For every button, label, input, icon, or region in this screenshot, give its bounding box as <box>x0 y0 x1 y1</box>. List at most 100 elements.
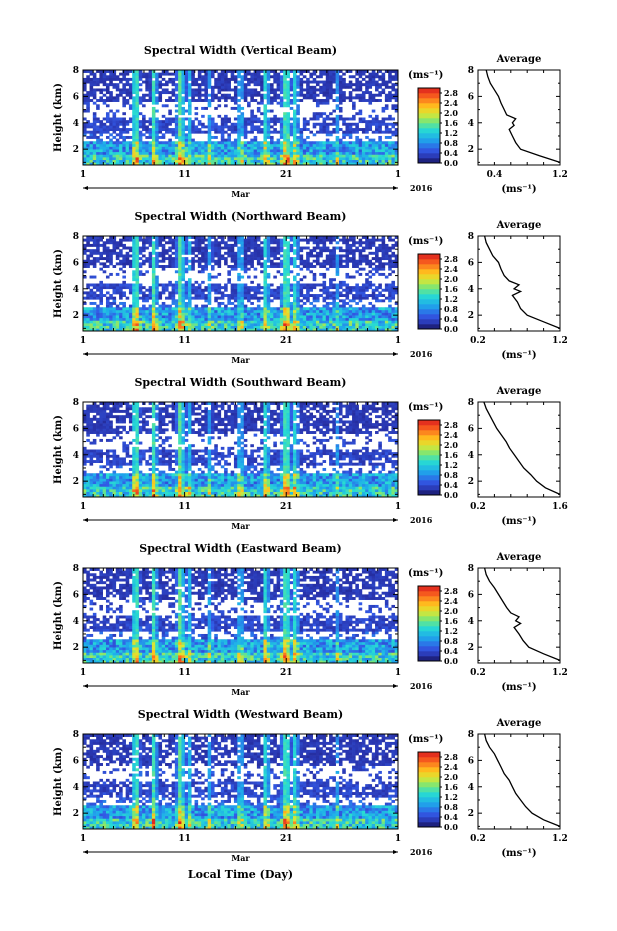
heatmap-cell <box>207 317 212 321</box>
heatmap-cell <box>86 309 90 313</box>
heatmap-cell <box>247 259 251 263</box>
heatmap-cell <box>224 149 228 153</box>
heatmap-cell <box>115 283 120 287</box>
heatmap-cell <box>105 307 110 311</box>
heatmap-cell <box>102 159 107 163</box>
heatmap-cell <box>263 85 268 89</box>
heatmap-cell <box>329 77 333 81</box>
heatmap-cell <box>338 109 343 113</box>
heatmap-cell <box>296 283 300 287</box>
heatmap-cell <box>135 257 140 261</box>
heatmap-cell <box>286 70 291 73</box>
heatmap-cell <box>355 301 359 305</box>
heatmap-cell <box>276 243 281 247</box>
heatmap-cell <box>158 243 163 247</box>
heatmap-cell <box>352 265 356 268</box>
heatmap-cell <box>270 159 274 163</box>
heatmap-cell <box>283 309 287 313</box>
y-tick-label: 4 <box>73 119 79 129</box>
heatmap-cell <box>279 120 284 124</box>
heatmap-cell <box>371 77 376 81</box>
heatmap-cell <box>220 75 225 79</box>
heatmap-cell <box>279 80 284 84</box>
heatmap-cell <box>220 159 225 163</box>
heatmap-cell <box>342 77 346 81</box>
heatmap-cell <box>224 325 228 329</box>
heatmap-cell <box>293 93 297 97</box>
heatmap-cell <box>322 317 327 321</box>
heatmap-cell <box>247 241 251 245</box>
heatmap-cell <box>302 154 307 158</box>
heatmap-cell <box>345 96 350 100</box>
heatmap-cell <box>155 128 159 131</box>
heatmap-cell <box>217 159 222 163</box>
heatmap-cell <box>260 85 264 89</box>
heatmap-cell <box>296 80 300 84</box>
heatmap-cell <box>83 265 87 268</box>
heatmap-cell <box>227 138 231 142</box>
heatmap-cell <box>342 288 346 292</box>
heatmap-cell <box>86 265 90 268</box>
heatmap-cell <box>348 312 353 316</box>
heatmap-cell <box>227 238 231 242</box>
heatmap-cell <box>168 99 172 102</box>
average-x-label: (ms⁻¹) <box>501 184 536 195</box>
heatmap-cell <box>299 130 304 134</box>
heatmap-cell <box>217 99 222 102</box>
heatmap-cell <box>355 93 359 97</box>
colorbar-tick-label: 1.6 <box>444 118 458 128</box>
heatmap-cell <box>89 243 94 247</box>
heatmap-cell <box>368 141 373 145</box>
heatmap-cell <box>302 309 307 313</box>
heatmap-cell <box>194 159 199 163</box>
heatmap-cell <box>181 138 186 142</box>
heatmap-cell <box>102 75 107 79</box>
heatmap-cell <box>279 122 284 126</box>
heatmap-cell <box>188 128 192 131</box>
heatmap-cell <box>322 296 327 300</box>
heatmap-cell <box>109 128 113 131</box>
heatmap-cell <box>329 149 333 153</box>
heatmap-cell <box>191 312 195 316</box>
heatmap-cell <box>247 325 251 329</box>
heatmap-cell <box>329 80 333 84</box>
heatmap-cell <box>329 130 333 134</box>
heatmap-cell <box>197 85 202 89</box>
heatmap-cell <box>361 154 366 158</box>
heatmap-cell <box>329 159 333 163</box>
heatmap-cell <box>227 296 231 300</box>
heatmap-cell <box>338 101 343 105</box>
heatmap-cell <box>256 149 261 153</box>
heatmap-cell <box>161 159 166 163</box>
heatmap-cell <box>309 130 313 134</box>
heatmap-cell <box>151 122 156 126</box>
heatmap-cell <box>125 77 130 81</box>
heatmap-cell <box>247 320 251 324</box>
heatmap-cell <box>293 265 297 268</box>
heatmap-cell <box>361 267 366 271</box>
heatmap-cell <box>158 135 163 139</box>
heatmap-cell <box>178 159 182 163</box>
heatmap-cell <box>145 241 149 245</box>
heatmap-cell <box>165 117 169 121</box>
heatmap-cell <box>201 122 205 126</box>
heatmap-cell <box>105 312 110 316</box>
heatmap-cell <box>83 309 87 313</box>
heatmap-cell <box>197 130 202 134</box>
heatmap-cell <box>247 262 251 266</box>
heatmap-cell <box>109 159 113 163</box>
heatmap-cell <box>296 70 300 73</box>
heatmap-cell <box>168 138 172 142</box>
colorbar-swatch <box>418 148 440 154</box>
heatmap-cell <box>210 128 215 131</box>
heatmap-cell <box>83 259 87 263</box>
heatmap-cell <box>283 275 287 279</box>
heatmap-cell <box>125 246 130 250</box>
heatmap-cell <box>92 157 97 161</box>
heatmap-cell <box>105 315 110 319</box>
heatmap-cell <box>188 157 192 161</box>
heatmap-cell <box>125 88 130 92</box>
heatmap-cell <box>256 309 261 313</box>
heatmap-cell <box>299 307 304 311</box>
heatmap-cell <box>233 320 238 324</box>
